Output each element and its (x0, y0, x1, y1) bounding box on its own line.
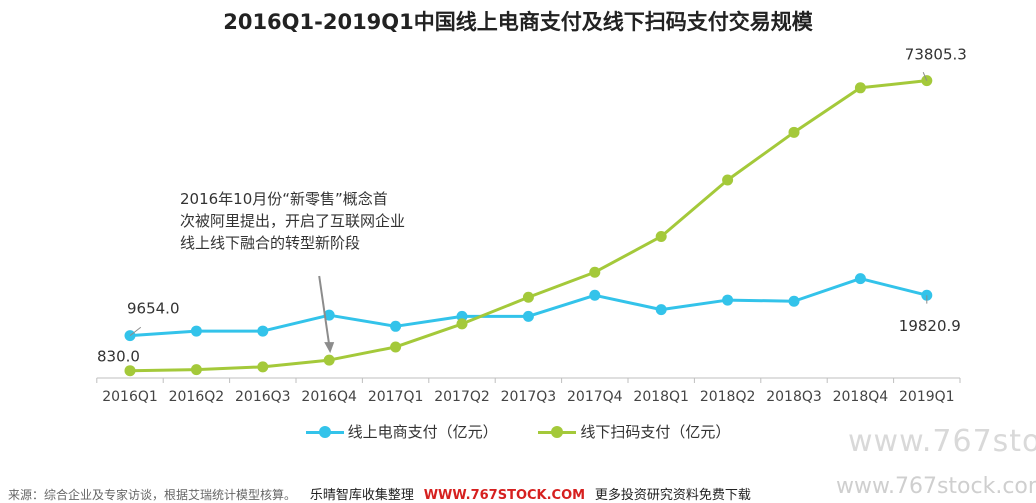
x-tick-label: 2018Q2 (700, 389, 756, 405)
data-point (323, 354, 335, 366)
legend-swatch-online (305, 425, 344, 438)
data-label-layer: 9654.0 830.0 73805.3 19820.9 (97, 46, 967, 366)
data-point (589, 289, 601, 301)
promo-site-link[interactable]: WWW.767STOCK.COM (423, 488, 586, 503)
data-point (390, 341, 402, 353)
data-point (257, 325, 269, 337)
data-label: 73805.3 (905, 46, 967, 64)
x-tick-label: 2016Q2 (169, 389, 225, 405)
promo-text: 乐晴智库收集整理 (309, 488, 414, 503)
data-point (788, 126, 800, 138)
source-note: 来源：综合企业及专家访谈，根据艾瑞统计模型核算。 (8, 488, 297, 502)
data-point (655, 230, 667, 242)
data-point (788, 295, 800, 307)
data-label: 19820.9 (899, 317, 961, 335)
annotation-line: 线上线下融合的转型新阶段 (180, 234, 361, 252)
data-point (589, 266, 601, 278)
annotation-arrow-shaft (318, 275, 331, 346)
x-tick-label: 2016Q3 (235, 389, 291, 405)
x-tick-label: 2016Q4 (301, 389, 357, 405)
data-point (854, 273, 866, 285)
data-point (190, 364, 202, 376)
annotation-text: 2016年10月份“新零售”概念首 次被阿里提出，开启了互联网企业 线上线下融合… (180, 188, 460, 254)
x-tick-label: 2017Q4 (567, 389, 623, 405)
data-point (456, 318, 468, 330)
x-tick-label: 2019Q1 (899, 389, 955, 405)
data-label-leader (922, 72, 928, 81)
x-tick-label: 2017Q3 (501, 389, 557, 405)
chart-title: 2016Q1-2019Q1中国线上电商支付及线下扫码支付交易规模 (223, 10, 813, 34)
data-point (190, 325, 202, 337)
data-point (456, 310, 468, 322)
data-point (522, 310, 534, 322)
annotation-arrow-layer (318, 275, 335, 354)
data-point (257, 361, 269, 373)
legend-swatch-offline (538, 425, 577, 438)
data-point (323, 309, 335, 321)
x-axis: 2016Q1 2016Q2 2016Q3 2016Q4 2017Q1 2017Q2 2017… (96, 377, 961, 405)
series-line-0 (129, 277, 928, 338)
x-tick-label: 2017Q1 (368, 389, 424, 405)
data-point (390, 320, 402, 332)
data-point (854, 82, 866, 94)
data-point (655, 304, 667, 316)
legend-label-offline: 线下扫码支付（亿元） (580, 423, 731, 441)
legend-item-online: 线上电商支付（亿元） (305, 421, 498, 442)
x-tick-label: 2016Q1 (102, 389, 158, 405)
annotation-line: 次被阿里提出，开启了互联网企业 (180, 212, 406, 230)
data-point (522, 291, 534, 303)
x-tick-label: 2018Q4 (833, 389, 889, 405)
x-tick-label: 2018Q3 (766, 389, 822, 405)
watermark-bottom: www.767stock.com (836, 474, 1036, 499)
data-point (722, 294, 734, 306)
legend-item-offline: 线下扫码支付（亿元） (538, 421, 730, 442)
legend: 线上电商支付（亿元） 线下扫码支付（亿元） (0, 421, 1036, 442)
footer: 来源：综合企业及专家访谈，根据艾瑞统计模型核算。 乐晴智库收集整理 WWW.76… (8, 484, 751, 503)
data-point (722, 174, 734, 186)
data-point (124, 365, 136, 377)
x-tick-label: 2017Q2 (434, 389, 490, 405)
annotation-arrow-head (324, 342, 335, 354)
x-tick-label: 2018Q1 (633, 389, 689, 405)
legend-label-online: 线上电商支付（亿元） (347, 423, 498, 441)
watermark-top: www.767stock (848, 424, 1036, 459)
promo-download-text: 更多投资研究资料免费下载 (594, 488, 751, 503)
annotation-line: 2016年10月份“新零售”概念首 (180, 190, 388, 208)
data-label-leader (129, 326, 142, 337)
data-label: 9654.0 (127, 300, 180, 318)
data-label: 830.0 (97, 348, 140, 366)
